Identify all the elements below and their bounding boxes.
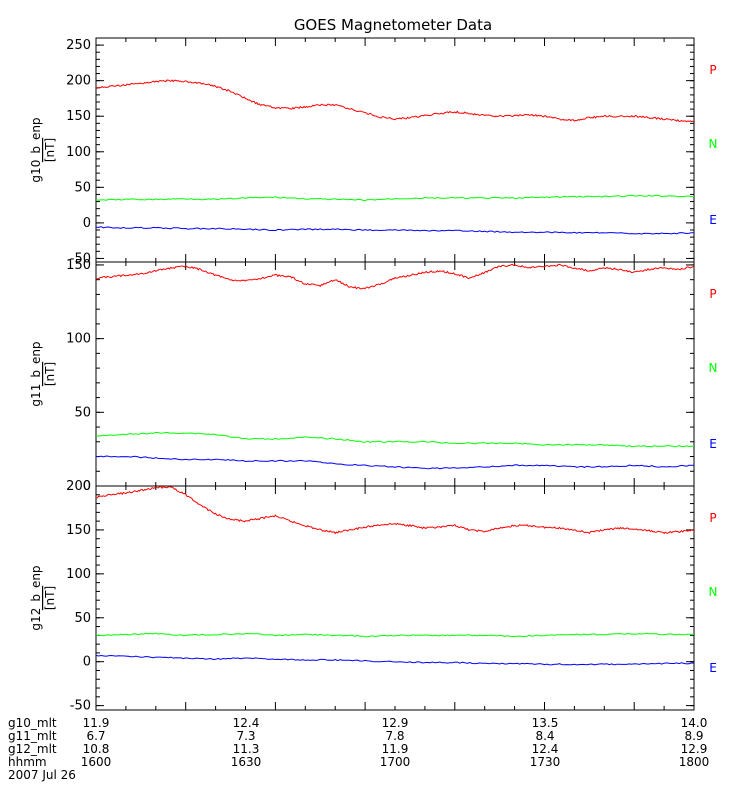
panel-2: 150 100 50 0 g11_b_enp [nT] P N E xyxy=(29,258,717,494)
series-line-N xyxy=(96,632,694,638)
x-row-label: g12_mlt xyxy=(8,742,57,756)
legend-entry-E: E xyxy=(709,437,717,451)
x-tick-label: 7.8 xyxy=(385,729,404,743)
chart-title: GOES Magnetometer Data xyxy=(294,16,492,34)
x-tick-label: 11.3 xyxy=(233,742,260,756)
y-axis-label: g11_b_enp xyxy=(29,341,43,406)
y-tick-label: 50 xyxy=(74,180,91,195)
y-tick-label: 200 xyxy=(66,74,91,89)
legend-entry-P: P xyxy=(709,511,716,525)
y-axis-unit: [nT] xyxy=(43,362,57,386)
legend-entry-N: N xyxy=(709,361,718,375)
x-tick-label: 1700 xyxy=(380,755,411,769)
legend-entry-P: P xyxy=(709,287,716,301)
x-tick-label: 12.4 xyxy=(532,742,559,756)
y-tick-label: 0 xyxy=(83,216,91,231)
x-tick-label: 12.9 xyxy=(681,742,708,756)
x-row-label: hhmm xyxy=(8,755,47,769)
y-tick-label: 50 xyxy=(74,405,91,420)
legend-entry-N: N xyxy=(709,585,718,599)
x-tick-label: 10.8 xyxy=(83,742,110,756)
series-line-P xyxy=(96,263,694,290)
x-tick-label: 12.4 xyxy=(233,716,260,730)
y-axis-label: g10_b_enp xyxy=(29,117,43,182)
panel-frame xyxy=(95,261,695,487)
x-tick-label: 8.9 xyxy=(684,729,703,743)
chart-date: 2007 Jul 26 xyxy=(8,768,76,782)
y-axis-unit: [nT] xyxy=(43,586,57,610)
x-tick-label: 11.9 xyxy=(83,716,110,730)
series-line-N xyxy=(96,194,694,202)
x-axis-table: g10_mlt 11.9 12.4 12.9 13.5 14.0 g11_mlt 6.7 7.3… xyxy=(8,716,709,769)
legend-entry-E: E xyxy=(709,213,717,227)
y-tick-label: 0 xyxy=(83,655,91,670)
x-tick-label: 11.9 xyxy=(382,742,409,756)
y-tick-label: 50 xyxy=(74,611,91,626)
y-tick-label: 100 xyxy=(66,332,91,347)
panel-1: 250 200 150 100 50 0 -50 g10_b_enp [nT] P N E xyxy=(29,37,718,266)
panel-3: 200 150 100 50 0 -50 g12_b_enp [nT] P N E xyxy=(29,479,717,714)
panel-frame xyxy=(95,485,695,711)
series-line-E xyxy=(96,226,694,235)
x-tick-label: 1630 xyxy=(231,755,262,769)
y-tick-label: 250 xyxy=(66,38,91,53)
x-tick-label: 6.7 xyxy=(86,729,105,743)
x-tick-label: 12.9 xyxy=(382,716,409,730)
x-tick-label: 1800 xyxy=(679,755,710,769)
y-tick-label: 100 xyxy=(66,145,91,160)
legend-entry-E: E xyxy=(709,661,717,675)
y-tick-label: 150 xyxy=(66,258,91,273)
x-tick-label: 7.3 xyxy=(236,729,255,743)
y-tick-label: 0 xyxy=(83,479,91,494)
y-axis-label: g12_b_enp xyxy=(29,565,43,630)
x-row-label: g11_mlt xyxy=(8,729,57,743)
x-tick-label: 8.4 xyxy=(535,729,554,743)
x-tick-label: 14.0 xyxy=(681,716,708,730)
series-line-P xyxy=(96,79,694,123)
series-line-P xyxy=(96,486,694,535)
series-line-E xyxy=(96,455,694,470)
x-row-label: g10_mlt xyxy=(8,716,57,730)
series-line-E xyxy=(96,654,694,666)
y-axis-unit: [nT] xyxy=(43,138,57,162)
y-tick-label: 200 xyxy=(66,479,91,494)
y-tick-label: 150 xyxy=(66,109,91,124)
x-tick-label: 13.5 xyxy=(532,716,559,730)
legend-entry-N: N xyxy=(709,137,718,151)
y-tick-label: -50 xyxy=(70,251,91,266)
y-tick-label: -50 xyxy=(70,699,91,714)
series-line-N xyxy=(96,431,694,448)
y-tick-label: 150 xyxy=(66,523,91,538)
legend-entry-P: P xyxy=(709,63,716,77)
x-tick-label: 1730 xyxy=(530,755,561,769)
x-tick-label: 1600 xyxy=(81,755,112,769)
y-tick-label: 100 xyxy=(66,567,91,582)
